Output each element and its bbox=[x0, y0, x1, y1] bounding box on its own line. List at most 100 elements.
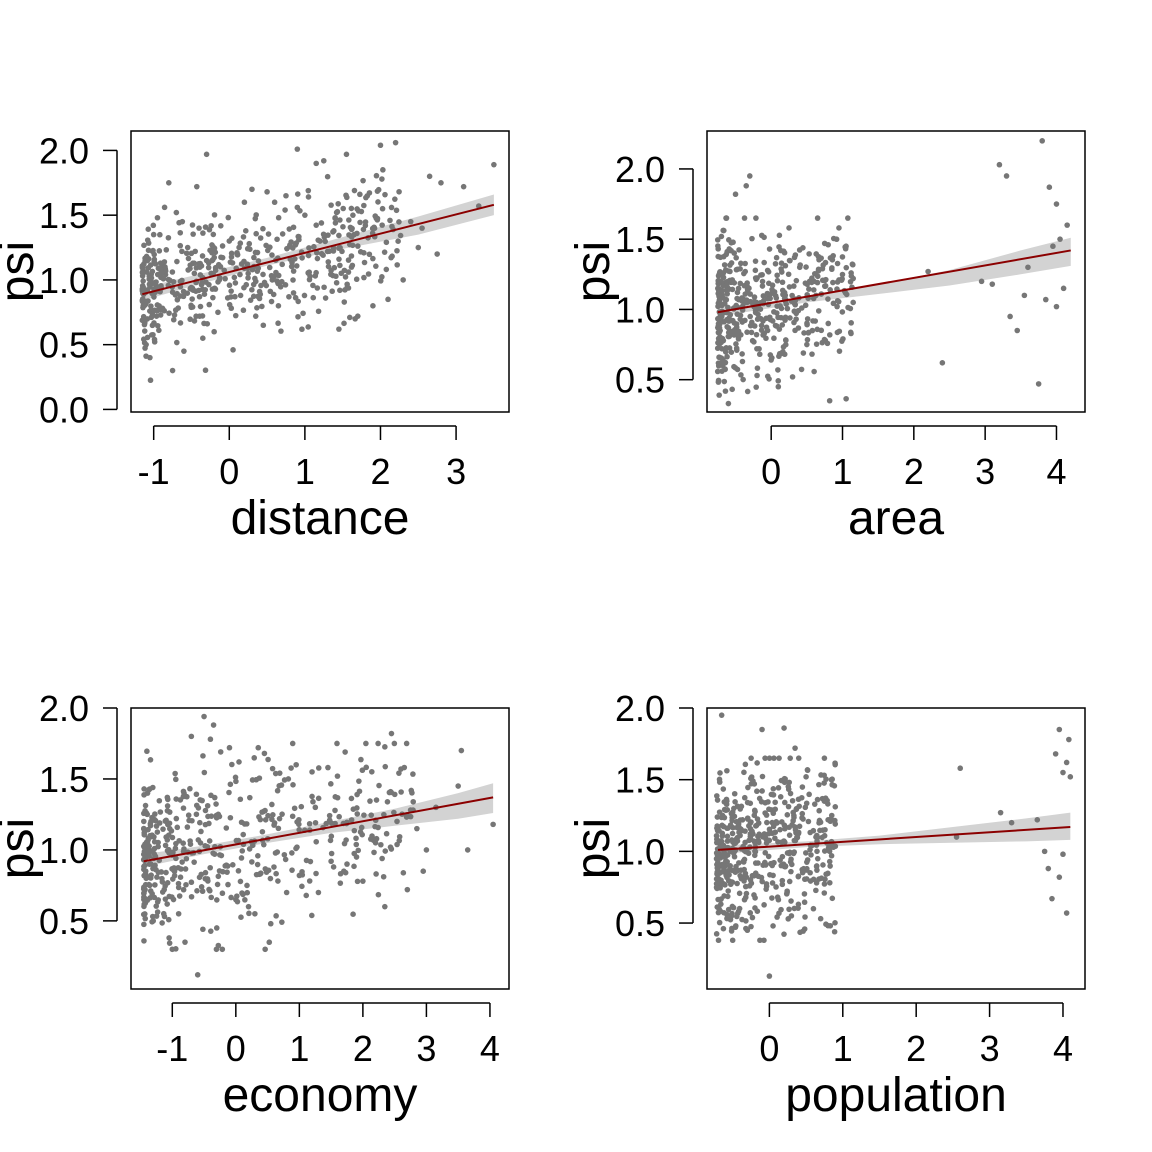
data-point bbox=[1057, 236, 1063, 242]
data-point bbox=[826, 879, 833, 886]
data-point bbox=[814, 215, 821, 221]
data-point bbox=[275, 878, 281, 884]
data-point bbox=[753, 384, 760, 390]
data-point bbox=[834, 260, 841, 267]
data-point bbox=[741, 794, 748, 801]
data-point bbox=[804, 336, 811, 343]
data-point bbox=[360, 177, 366, 184]
data-point bbox=[269, 252, 275, 258]
data-point bbox=[173, 796, 179, 802]
data-point bbox=[215, 309, 221, 316]
data-point bbox=[228, 294, 234, 300]
data-point bbox=[156, 820, 163, 826]
data-point bbox=[790, 283, 797, 289]
data-point bbox=[714, 827, 721, 834]
data-point bbox=[781, 289, 788, 296]
data-point bbox=[184, 824, 191, 830]
data-point bbox=[426, 173, 433, 180]
data-point bbox=[159, 875, 165, 882]
data-point bbox=[162, 842, 169, 849]
panel-area: 0 1 2 3 4 0.5 1.0 1.5 2.0 area psi bbox=[567, 130, 1086, 545]
data-point bbox=[783, 891, 790, 897]
data-point bbox=[754, 372, 760, 379]
data-point bbox=[233, 778, 239, 785]
data-point bbox=[810, 287, 817, 293]
data-point bbox=[777, 793, 784, 800]
data-point bbox=[957, 765, 964, 772]
data-point bbox=[788, 898, 794, 904]
data-point bbox=[814, 848, 820, 855]
data-point bbox=[724, 911, 730, 918]
data-point bbox=[213, 897, 220, 903]
data-point bbox=[839, 309, 846, 315]
data-point bbox=[762, 849, 769, 856]
data-point bbox=[723, 287, 730, 293]
data-point bbox=[217, 749, 224, 755]
data-point bbox=[157, 231, 163, 238]
data-point bbox=[169, 269, 176, 275]
data-point bbox=[407, 218, 414, 225]
data-point bbox=[781, 725, 787, 731]
data-point bbox=[380, 167, 386, 173]
data-point bbox=[834, 297, 841, 304]
data-point bbox=[286, 293, 292, 300]
data-point bbox=[236, 759, 242, 765]
data-point bbox=[345, 257, 352, 263]
data-point bbox=[179, 248, 185, 255]
data-point bbox=[782, 776, 788, 782]
data-point bbox=[259, 303, 265, 310]
data-point bbox=[275, 320, 281, 327]
data-point bbox=[198, 828, 204, 835]
data-point bbox=[199, 888, 206, 895]
data-point bbox=[713, 931, 720, 937]
data-point bbox=[270, 812, 276, 818]
data-point bbox=[312, 819, 319, 826]
data-point bbox=[232, 280, 239, 286]
data-point bbox=[731, 790, 738, 797]
data-point bbox=[814, 834, 821, 841]
data-point bbox=[173, 209, 180, 216]
data-point bbox=[715, 277, 722, 284]
data-point bbox=[298, 803, 305, 810]
data-point bbox=[373, 172, 380, 179]
data-point bbox=[223, 862, 230, 868]
data-point bbox=[727, 916, 734, 923]
data-point bbox=[358, 824, 365, 831]
data-point bbox=[1053, 201, 1060, 207]
data-point bbox=[140, 303, 147, 309]
data-point bbox=[240, 307, 247, 314]
data-point bbox=[346, 241, 353, 248]
data-point bbox=[141, 328, 148, 334]
data-point bbox=[719, 293, 726, 300]
data-point bbox=[751, 339, 757, 345]
data-point bbox=[742, 260, 748, 267]
data-point bbox=[816, 876, 822, 882]
data-point bbox=[734, 803, 741, 810]
y-tick-label: 2.0 bbox=[39, 130, 89, 171]
data-point bbox=[763, 881, 770, 887]
data-point bbox=[1053, 303, 1060, 310]
y-tick-label: 1.0 bbox=[39, 830, 89, 871]
data-point bbox=[241, 821, 248, 827]
data-point bbox=[392, 196, 398, 202]
data-point bbox=[345, 269, 352, 275]
data-point bbox=[809, 351, 815, 357]
data-point bbox=[742, 291, 749, 297]
data-point bbox=[315, 765, 322, 771]
data-point bbox=[283, 889, 290, 896]
data-point bbox=[732, 799, 738, 805]
data-point bbox=[289, 813, 296, 820]
data-point bbox=[197, 819, 203, 826]
data-point bbox=[344, 861, 350, 867]
data-point bbox=[142, 258, 148, 264]
data-point bbox=[771, 755, 777, 761]
data-point bbox=[346, 217, 352, 223]
data-point bbox=[822, 283, 829, 289]
data-point bbox=[721, 893, 727, 899]
data-point bbox=[336, 232, 342, 239]
data-point bbox=[156, 327, 162, 334]
data-point bbox=[362, 222, 369, 229]
data-point bbox=[752, 258, 759, 264]
data-point bbox=[188, 879, 195, 886]
data-point bbox=[308, 912, 315, 919]
